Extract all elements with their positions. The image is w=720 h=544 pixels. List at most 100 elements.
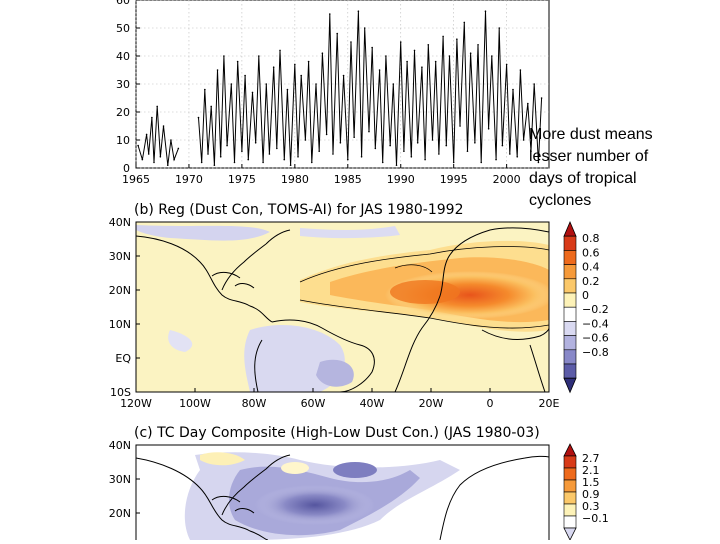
x-tick-label: 1990	[387, 173, 415, 186]
data-point	[381, 161, 384, 164]
colorbar-label: −0.6	[582, 332, 609, 345]
data-point	[310, 161, 313, 164]
data-point	[197, 116, 200, 119]
data-point	[371, 46, 373, 49]
map-c-colorbar: 2.72.11.50.90.3−0.1	[563, 443, 609, 541]
data-point	[452, 161, 455, 164]
data-point	[522, 139, 525, 141]
colorbar-segment	[563, 264, 577, 280]
data-point	[434, 60, 437, 63]
map-b-neg-patch	[316, 359, 354, 387]
data-point	[262, 161, 264, 164]
colorbar-segment	[563, 349, 577, 365]
data-point	[537, 161, 540, 164]
data-point	[304, 139, 307, 141]
data-point	[406, 60, 408, 63]
map-c-title: (c) TC Day Composite (High-Low Dust Con.…	[134, 425, 540, 441]
data-point	[200, 161, 203, 164]
map-lon-label: 80W	[242, 397, 267, 410]
data-point	[230, 83, 233, 85]
data-point	[431, 139, 434, 141]
data-point	[357, 10, 360, 12]
annotation-line: lesser number of	[529, 148, 649, 165]
data-point	[276, 147, 278, 150]
data-point	[236, 60, 239, 63]
annotation-line: days of tropical	[529, 170, 637, 187]
data-point	[403, 150, 405, 152]
y-tick-label: 10	[116, 134, 130, 147]
colorbar-cap	[563, 443, 577, 457]
data-point	[378, 69, 381, 71]
data-point	[389, 144, 391, 147]
colorbar-cap	[563, 220, 577, 237]
data-point	[413, 49, 416, 52]
data-point	[247, 158, 250, 161]
data-point	[424, 158, 426, 161]
colorbar-segment	[563, 278, 577, 294]
data-point	[147, 153, 150, 155]
map-lon-label: 20W	[419, 397, 444, 410]
y-tick-label: 60	[116, 0, 130, 7]
data-point	[346, 158, 349, 161]
map-b-title: (b) Reg (Dust Con, TOMS-AI) for JAS 1980…	[134, 202, 463, 218]
colorbar-cap	[563, 377, 577, 394]
map-lat-label: 10N	[109, 318, 131, 331]
map-b-coastlines	[136, 227, 549, 392]
data-point	[177, 147, 180, 150]
data-point	[540, 97, 543, 99]
data-point	[213, 164, 216, 166]
map-b-field	[136, 222, 549, 392]
colorbar-label: −0.8	[582, 346, 609, 359]
map-b-neg-patch	[136, 225, 270, 241]
data-point	[442, 35, 444, 38]
map-lon-label: 20E	[539, 397, 560, 410]
map-c-y-ticks: 40N 30N 20N	[109, 439, 140, 520]
data-point	[399, 41, 402, 43]
data-point	[153, 161, 155, 164]
annotation-text: More dust means lesser number of days of…	[529, 124, 714, 212]
colorbar-label: 2.1	[582, 464, 600, 477]
map-c-coastlines	[136, 454, 549, 540]
map-b-x-ticks: 120W 100W 80W 60W 40W 20W 0 20E	[120, 388, 560, 410]
data-point	[268, 153, 271, 155]
data-point	[421, 66, 423, 68]
map-c-frame	[135, 444, 550, 544]
colorbar-label: −0.4	[582, 317, 609, 330]
colorbar-label: 0.3	[582, 500, 600, 513]
data-point	[294, 63, 296, 66]
data-point	[286, 88, 289, 91]
map-c-neg-core	[255, 485, 375, 525]
data-point	[297, 156, 299, 158]
data-point	[265, 83, 268, 85]
data-point	[289, 164, 292, 166]
data-point	[233, 161, 236, 164]
data-point	[226, 144, 228, 147]
data-point	[466, 150, 469, 152]
data-point	[392, 83, 395, 85]
data-point	[385, 55, 387, 57]
map-b-frame	[135, 221, 550, 393]
y-tick-label: 50	[116, 22, 130, 35]
data-point	[342, 74, 345, 77]
colorbar-segment	[563, 321, 577, 336]
regression-map-panel: (b) Reg (Dust Con, TOMS-AI) for JAS 1980…	[109, 202, 609, 410]
data-point	[477, 44, 479, 46]
map-lat-label: 20N	[109, 284, 131, 297]
colorbar-segment	[563, 363, 577, 379]
colorbar-label: 0.4	[582, 261, 600, 274]
x-tick-label: 1975	[228, 173, 256, 186]
data-point	[368, 130, 370, 133]
map-lon-label: 0	[487, 397, 494, 410]
data-point	[374, 147, 377, 150]
data-point	[219, 156, 222, 158]
map-c-pos-patch	[200, 452, 245, 466]
data-point	[350, 41, 352, 43]
data-point	[530, 150, 532, 152]
data-point	[484, 10, 487, 12]
data-point	[325, 133, 328, 136]
data-point	[223, 55, 225, 57]
data-point	[258, 55, 260, 57]
data-point	[363, 27, 366, 29]
